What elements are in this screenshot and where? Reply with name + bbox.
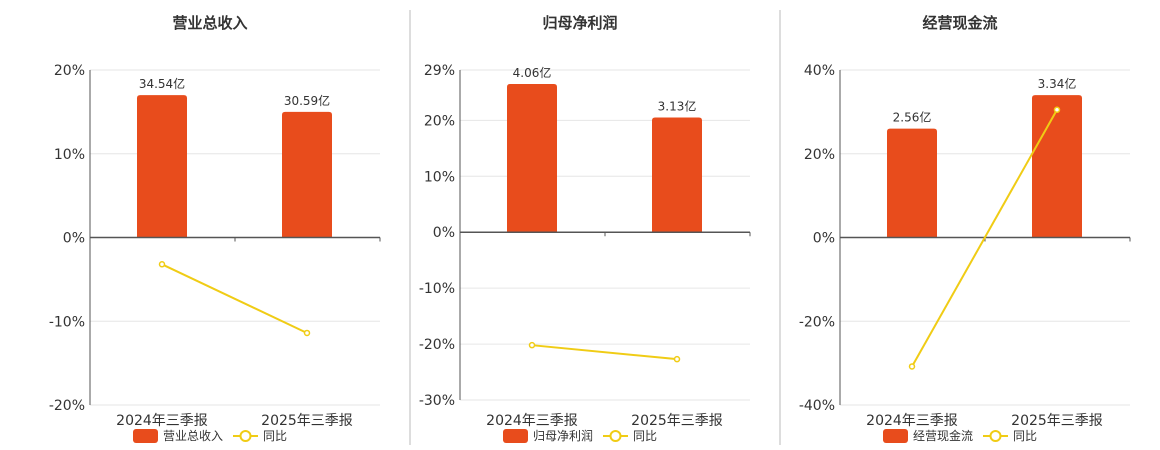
legend-line-marker xyxy=(239,430,252,442)
legend-bar-label: 经营现金流 xyxy=(913,428,973,443)
y-tick-label: 40% xyxy=(804,63,835,79)
chart-title: 营业总收入 xyxy=(172,14,247,32)
legend-bar-swatch xyxy=(883,429,908,443)
y-tick-label: 0% xyxy=(63,231,85,247)
bar-value-label: 34.54亿 xyxy=(139,76,185,91)
yoy-point-2025年三季报 xyxy=(673,355,681,363)
bar-2025年三季报 xyxy=(1032,95,1082,238)
y-tick-label: -20% xyxy=(799,314,835,330)
y-tick-label: -20% xyxy=(49,398,85,414)
y-tick-label: 20% xyxy=(424,113,455,129)
bar-2025年三季报 xyxy=(282,111,332,238)
y-tick-label: -10% xyxy=(49,314,85,330)
x-category-label: 2024年三季报 xyxy=(866,413,958,429)
x-category-label: 2025年三季报 xyxy=(1011,413,1103,429)
y-tick-label: 10% xyxy=(424,169,455,185)
x-category-label: 2025年三季报 xyxy=(631,413,723,429)
legend-bar-label: 营业总收入 xyxy=(163,429,223,443)
y-tick-label: 29% xyxy=(424,63,455,79)
yoy-point-2024年三季报 xyxy=(908,363,916,370)
chart-title: 经营现金流 xyxy=(922,14,997,32)
yoy-line xyxy=(161,263,308,334)
x-category-label: 2024年三季报 xyxy=(116,413,208,429)
y-tick-label: 20% xyxy=(54,63,85,79)
bar-value-label: 4.06亿 xyxy=(513,65,552,80)
y-tick-label: 10% xyxy=(54,147,85,163)
y-tick-label: -30% xyxy=(419,393,455,409)
y-tick-label: 0% xyxy=(813,231,835,247)
bar-2024年三季报 xyxy=(507,83,557,233)
bar-value-label: 2.56亿 xyxy=(893,110,932,125)
yoy-point-2025年三季报 xyxy=(303,329,311,337)
bar-value-label: 30.59亿 xyxy=(284,93,330,108)
bar-value-label: 3.13亿 xyxy=(658,99,697,114)
legend-bar-swatch xyxy=(503,429,528,443)
y-tick-label: 0% xyxy=(433,225,455,241)
x-category-label: 2024年三季报 xyxy=(486,413,578,429)
legend-line-label: 同比 xyxy=(1013,429,1037,443)
yoy-line xyxy=(531,344,678,361)
bar-value-label: 3.34亿 xyxy=(1038,76,1077,91)
bar-2025年三季报 xyxy=(652,117,702,233)
y-tick-label: -40% xyxy=(799,398,835,414)
legend-bar-swatch xyxy=(133,429,158,443)
legend-line-label: 同比 xyxy=(263,429,287,443)
yoy-point-2024年三季报 xyxy=(158,261,166,268)
chart-title: 归母净利润 xyxy=(542,14,617,32)
legend-bar-label: 归母净利润 xyxy=(533,429,593,443)
yoy-point-2024年三季报 xyxy=(528,341,536,349)
bar-2024年三季报 xyxy=(887,128,937,238)
legend-line-marker xyxy=(989,430,1002,442)
legend-line-label: 同比 xyxy=(633,429,657,443)
yoy-line xyxy=(911,109,1058,367)
bar-2024年三季报 xyxy=(137,95,187,238)
y-tick-label: -20% xyxy=(419,337,455,353)
y-tick-label: -10% xyxy=(419,281,455,297)
legend-line-marker xyxy=(609,430,622,442)
y-tick-label: 20% xyxy=(804,147,835,163)
x-category-label: 2025年三季报 xyxy=(261,413,353,429)
yoy-point-2025年三季报 xyxy=(1053,106,1061,114)
